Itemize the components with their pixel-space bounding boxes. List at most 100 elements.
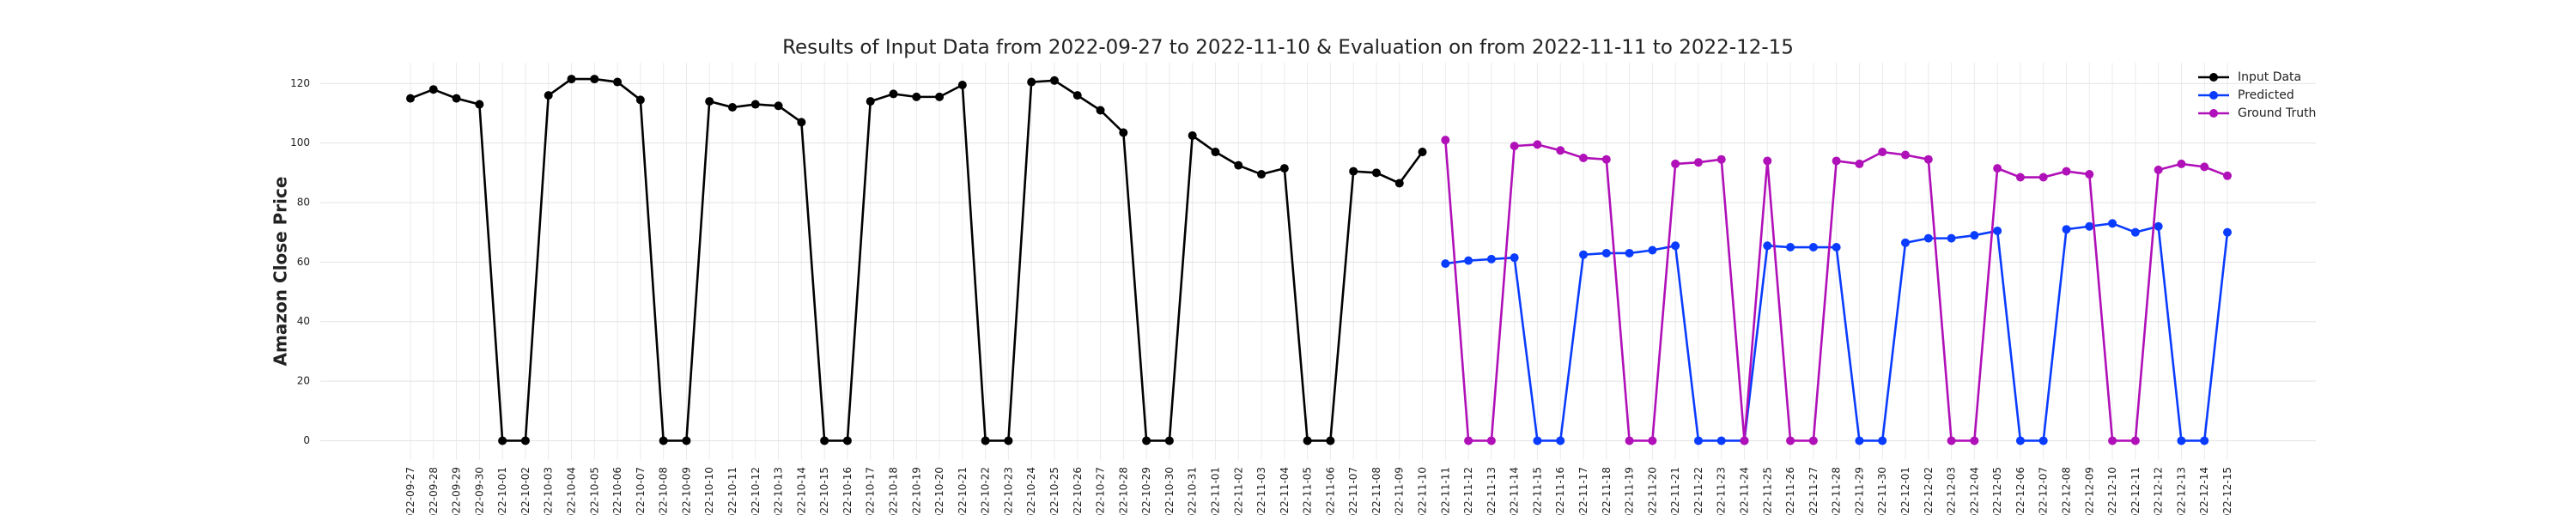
data-point bbox=[2177, 436, 2186, 445]
data-point bbox=[1993, 226, 2002, 235]
data-point bbox=[1763, 156, 1772, 166]
data-point bbox=[2177, 159, 2186, 168]
x-tick-label: 2022-09-30 bbox=[473, 467, 485, 515]
x-tick-label: 2022-10-11 bbox=[726, 467, 738, 515]
x-tick-label: 2022-10-05 bbox=[588, 467, 600, 515]
x-tick-label: 2022-11-03 bbox=[1255, 467, 1267, 515]
x-tick-label: 2022-12-02 bbox=[1923, 467, 1935, 515]
x-tick-label: 2022-10-16 bbox=[841, 467, 854, 515]
data-point bbox=[1004, 436, 1013, 445]
data-point bbox=[1142, 436, 1151, 445]
data-point bbox=[1119, 128, 1128, 137]
data-point bbox=[1625, 436, 1634, 445]
x-tick-label: 2022-12-11 bbox=[2129, 467, 2142, 515]
x-tick-label: 2022-12-09 bbox=[2083, 467, 2095, 515]
x-tick-label: 2022-10-31 bbox=[1187, 467, 1199, 515]
x-tick-label: 2022-10-22 bbox=[980, 467, 992, 515]
legend-label: Input Data bbox=[2238, 70, 2301, 84]
data-point bbox=[981, 436, 990, 445]
data-point bbox=[1786, 436, 1795, 445]
x-tick-label: 2022-11-20 bbox=[1646, 467, 1658, 515]
data-point bbox=[1441, 259, 1450, 269]
x-tick-label: 2022-10-13 bbox=[773, 467, 785, 515]
data-point bbox=[2108, 219, 2117, 228]
data-point bbox=[2108, 436, 2117, 445]
data-point bbox=[2015, 173, 2025, 182]
x-tick-label: 2022-11-24 bbox=[1739, 467, 1751, 515]
data-point bbox=[1716, 436, 1726, 445]
data-point bbox=[1510, 253, 1519, 263]
data-point bbox=[1832, 243, 1841, 252]
y-tick-label: 0 bbox=[303, 434, 310, 446]
data-point bbox=[475, 100, 484, 109]
data-point bbox=[635, 95, 645, 105]
data-point bbox=[957, 81, 967, 90]
x-tick-label: 2022-10-10 bbox=[703, 467, 715, 515]
data-point bbox=[1234, 161, 1243, 170]
data-point bbox=[1418, 148, 1427, 157]
data-point bbox=[912, 92, 921, 101]
data-point bbox=[1923, 154, 1933, 164]
y-tick-label: 40 bbox=[297, 315, 310, 327]
x-tick-label: 2022-10-08 bbox=[658, 467, 670, 515]
data-point bbox=[1855, 436, 1864, 445]
x-tick-label: 2022-11-15 bbox=[1531, 467, 1543, 515]
data-point bbox=[2223, 227, 2232, 237]
data-point bbox=[1027, 77, 1036, 87]
data-point bbox=[1556, 146, 1565, 155]
data-point bbox=[2130, 227, 2140, 237]
x-tick-label: 2022-11-04 bbox=[1279, 467, 1291, 515]
data-point bbox=[1326, 436, 1335, 445]
x-tick-label: 2022-11-14 bbox=[1509, 467, 1521, 515]
data-point bbox=[1740, 436, 1749, 445]
x-tick-label: 2022-11-01 bbox=[1209, 467, 1221, 515]
x-tick-label: 2022-11-19 bbox=[1624, 467, 1636, 515]
x-tick-label: 2022-10-29 bbox=[1140, 467, 1152, 515]
data-point bbox=[428, 85, 438, 94]
data-point bbox=[727, 103, 737, 112]
data-point bbox=[659, 436, 668, 445]
data-point bbox=[1671, 159, 1680, 168]
data-point bbox=[1970, 231, 1979, 240]
data-point bbox=[590, 75, 599, 84]
x-tick-label: 2022-10-03 bbox=[543, 467, 555, 515]
x-tick-label: 2022-09-28 bbox=[428, 467, 440, 515]
x-tick-label: 2022-11-12 bbox=[1462, 467, 1474, 515]
data-point bbox=[797, 118, 806, 127]
y-tick-label: 120 bbox=[290, 77, 310, 89]
x-tick-label: 2022-09-27 bbox=[404, 467, 416, 515]
data-point bbox=[1878, 148, 1887, 157]
data-point bbox=[2015, 436, 2025, 445]
data-point bbox=[1556, 436, 1565, 445]
data-point bbox=[1579, 153, 1589, 162]
x-tick-label: 2022-10-07 bbox=[635, 467, 647, 515]
data-point bbox=[1441, 136, 1450, 145]
data-point bbox=[1648, 436, 1657, 445]
data-point bbox=[1394, 179, 1404, 188]
legend-marker bbox=[2209, 91, 2218, 100]
data-point bbox=[1579, 250, 1589, 259]
data-point bbox=[1808, 243, 1818, 252]
x-tick-label: 2022-11-07 bbox=[1347, 467, 1359, 515]
x-tick-label: 2022-11-26 bbox=[1784, 467, 1796, 515]
data-point bbox=[1303, 436, 1312, 445]
chart-title: Results of Input Data from 2022-09-27 to… bbox=[782, 37, 1794, 59]
data-point bbox=[1601, 154, 1611, 164]
data-point bbox=[1947, 436, 1956, 445]
data-point bbox=[2154, 221, 2163, 231]
data-point bbox=[520, 436, 530, 445]
data-point bbox=[613, 77, 623, 87]
data-point bbox=[1164, 436, 1174, 445]
x-tick-label: 2022-12-01 bbox=[1899, 467, 1911, 515]
data-point bbox=[1211, 148, 1220, 157]
data-point bbox=[2223, 171, 2232, 180]
data-point bbox=[2130, 436, 2140, 445]
data-point bbox=[2038, 436, 2048, 445]
data-point bbox=[1693, 158, 1703, 167]
data-point bbox=[1970, 436, 1979, 445]
data-point bbox=[1188, 130, 1197, 140]
x-tick-label: 2022-11-23 bbox=[1716, 467, 1728, 515]
x-tick-label: 2022-10-14 bbox=[795, 467, 807, 515]
data-point bbox=[1923, 233, 1933, 243]
